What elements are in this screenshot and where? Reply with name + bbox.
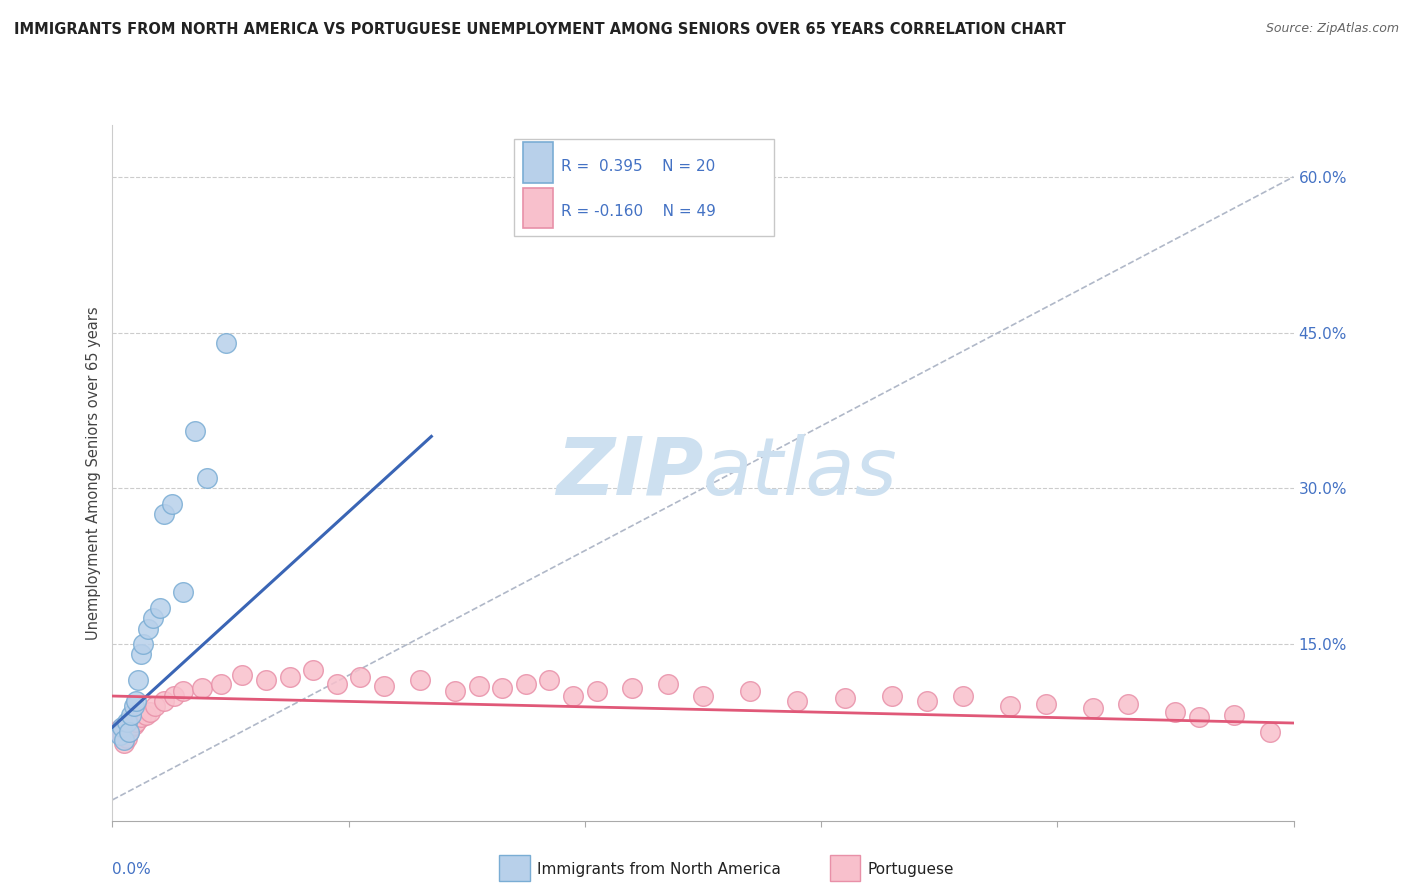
Point [621, 681, 644, 695]
Point [142, 611, 165, 625]
Text: atlas: atlas [703, 434, 898, 512]
Point [195, 471, 218, 485]
Point [491, 681, 513, 695]
Point [112, 736, 135, 750]
Point [160, 497, 183, 511]
Point [153, 694, 176, 708]
Y-axis label: Unemployment Among Seniors over 65 years: Unemployment Among Seniors over 65 years [86, 306, 101, 640]
Text: ZIP: ZIP [555, 434, 703, 512]
Point [118, 725, 141, 739]
Point [149, 600, 172, 615]
Point [657, 676, 679, 690]
Point [231, 668, 253, 682]
Point [172, 683, 194, 698]
Point [1035, 698, 1057, 712]
Point [880, 689, 903, 703]
Point [302, 663, 325, 677]
Point [111, 720, 134, 734]
Text: R =  0.395    N = 20: R = 0.395 N = 20 [561, 159, 716, 174]
Point [112, 732, 135, 747]
Point [172, 585, 194, 599]
Point [209, 676, 232, 690]
Point [1223, 707, 1246, 722]
Point [143, 699, 166, 714]
Point [278, 670, 301, 684]
Text: IMMIGRANTS FROM NORTH AMERICA VS PORTUGUESE UNEMPLOYMENT AMONG SENIORS OVER 65 Y: IMMIGRANTS FROM NORTH AMERICA VS PORTUGU… [14, 22, 1066, 37]
Point [1188, 710, 1211, 724]
Text: R = -0.160    N = 49: R = -0.160 N = 49 [561, 204, 716, 219]
Point [129, 710, 152, 724]
Point [129, 648, 152, 662]
Point [998, 699, 1021, 714]
Point [585, 683, 607, 698]
Point [467, 679, 489, 693]
Point [125, 694, 148, 708]
Point [184, 424, 207, 438]
Point [122, 699, 145, 714]
Point [373, 679, 395, 693]
Text: Portuguese: Portuguese [868, 863, 955, 877]
Point [444, 683, 467, 698]
Point [125, 714, 148, 729]
Text: Immigrants from North America: Immigrants from North America [537, 863, 780, 877]
Point [740, 683, 762, 698]
Point [108, 729, 131, 743]
Point [132, 637, 155, 651]
Point [127, 673, 149, 688]
Point [120, 720, 142, 734]
Point [917, 694, 939, 708]
Point [952, 689, 974, 703]
Point [153, 508, 176, 522]
Point [515, 676, 537, 690]
Point [254, 673, 277, 688]
Point [135, 707, 157, 722]
Point [1081, 701, 1104, 715]
Point [215, 335, 238, 350]
Point [562, 689, 585, 703]
Point [349, 670, 371, 684]
Point [118, 725, 141, 739]
Point [692, 689, 714, 703]
Point [408, 673, 430, 688]
Point [191, 681, 214, 695]
Point [115, 731, 138, 745]
Point [786, 694, 808, 708]
Point [139, 705, 162, 719]
Point [326, 676, 349, 690]
Point [834, 691, 856, 706]
Point [115, 714, 138, 729]
Point [163, 689, 186, 703]
Point [538, 673, 561, 688]
Point [136, 622, 159, 636]
Point [108, 723, 131, 737]
Point [1116, 698, 1139, 712]
Text: 0.0%: 0.0% [112, 863, 152, 878]
Text: Source: ZipAtlas.com: Source: ZipAtlas.com [1265, 22, 1399, 36]
Point [120, 707, 142, 722]
Point [122, 718, 145, 732]
Point [111, 729, 134, 743]
Point [1164, 705, 1187, 719]
Point [1258, 725, 1281, 739]
